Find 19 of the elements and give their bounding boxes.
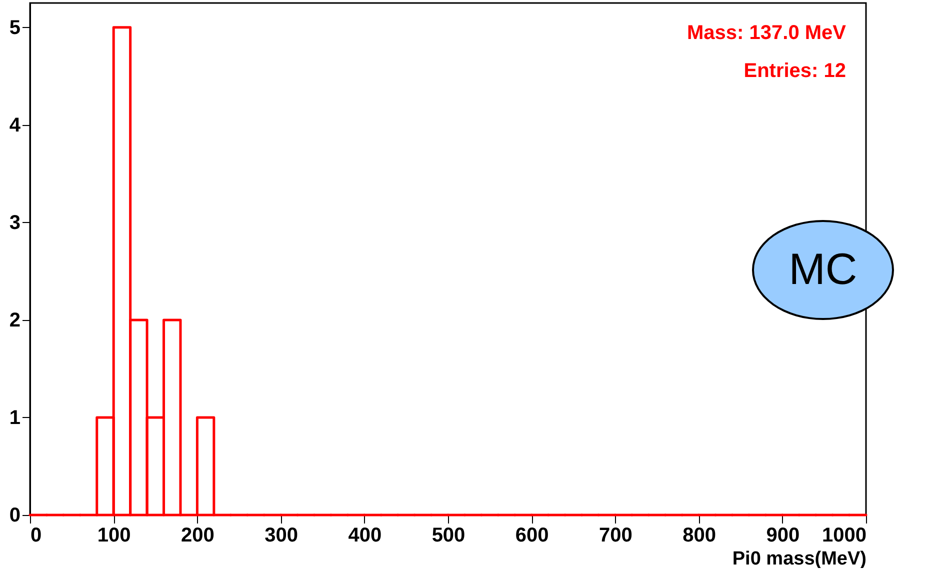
y-tick-label: 0 [9,504,20,526]
y-tick-label: 5 [9,16,20,39]
x-tick-label: 200 [181,524,214,546]
y-tick-label: 3 [9,212,20,234]
y-tick-label: 2 [9,309,20,332]
y-tick-label: 1 [9,406,20,429]
x-tick-label: 300 [264,524,298,546]
x-tick-label: 400 [348,524,382,546]
annotation: Mass: 137.0 MeV [687,22,847,44]
x-tick-label: 1000 [822,524,866,546]
x-tick-label: 700 [599,524,632,546]
x-tick-label: 600 [515,524,549,546]
x-tick-label: 900 [766,524,800,546]
x-tick-label: 800 [682,524,716,546]
x-tick-label: 500 [432,524,466,546]
annotation: Entries: 12 [744,60,846,82]
x-tick-label: 100 [97,524,131,546]
y-tick-label: 4 [9,114,22,136]
x-tick-label: 0 [30,524,42,546]
